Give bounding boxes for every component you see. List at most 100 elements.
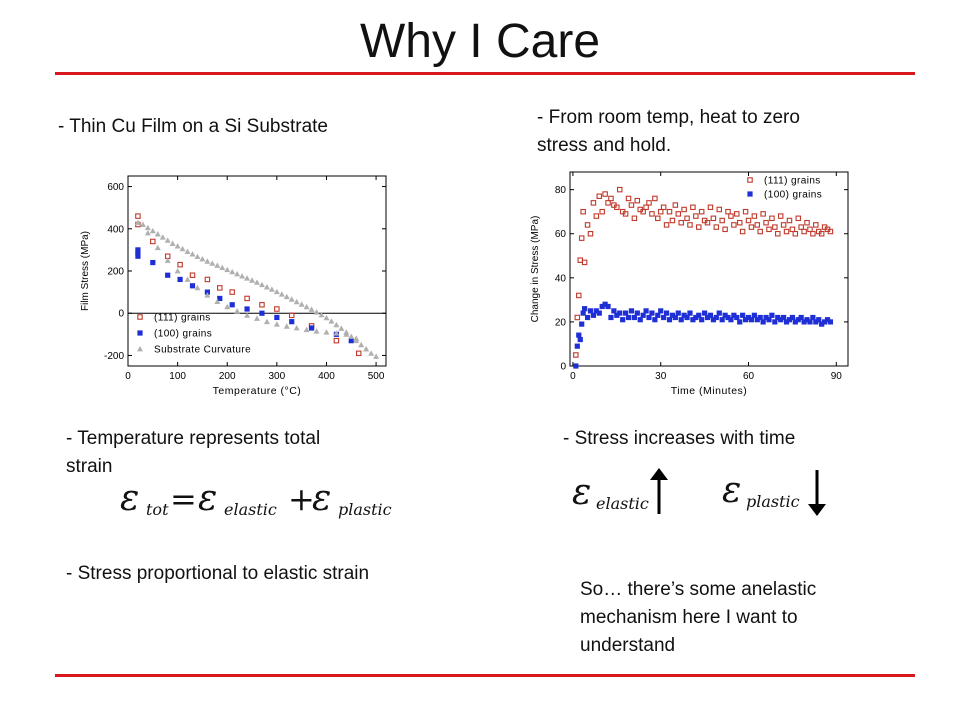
data-point — [737, 319, 743, 325]
data-point — [731, 312, 737, 318]
data-point — [778, 317, 784, 323]
data-point — [582, 306, 588, 312]
data-point — [343, 331, 350, 337]
conclusion-line2: mechanism here I want to — [580, 607, 798, 628]
data-point — [204, 258, 211, 264]
data-point — [681, 206, 687, 213]
legend-label: (111) grains — [154, 313, 211, 324]
data-point — [792, 230, 799, 237]
x-tick-label: 300 — [269, 371, 286, 382]
y-axis-label: Film Stress (MPa) — [80, 231, 91, 311]
data-point — [139, 221, 146, 227]
legend-marker — [137, 314, 143, 320]
sub-elastic: elastic — [224, 500, 277, 519]
data-point — [690, 317, 696, 323]
data-point — [573, 352, 579, 358]
data-point — [165, 272, 171, 278]
bullet-temp-line1: - Temperature represents total — [66, 428, 321, 449]
data-point — [224, 303, 231, 310]
data-point — [672, 202, 679, 208]
data-point — [273, 288, 280, 295]
data-point — [605, 303, 611, 310]
data-point — [328, 318, 335, 324]
data-point — [274, 306, 280, 312]
data-point — [224, 266, 231, 273]
data-point — [174, 243, 181, 249]
data-point — [719, 217, 725, 224]
data-point — [807, 226, 813, 233]
data-point — [214, 298, 221, 305]
data-point — [777, 213, 784, 219]
data-point — [751, 213, 758, 219]
eps-tot-symbol: ε — [120, 478, 140, 519]
data-point — [748, 317, 755, 323]
data-point — [578, 235, 585, 241]
y-tick-label: 80 — [555, 185, 567, 196]
data-point — [628, 308, 635, 314]
data-point — [775, 230, 781, 237]
data-point — [150, 238, 156, 245]
data-point — [810, 230, 816, 237]
data-point — [576, 332, 582, 338]
data-point — [308, 306, 315, 312]
data-point — [722, 226, 728, 233]
data-point — [716, 206, 722, 213]
data-point — [587, 230, 594, 237]
data-point — [135, 250, 141, 256]
y-tick-label: 40 — [555, 273, 567, 284]
data-point — [259, 302, 265, 308]
x-tick-label: 100 — [169, 371, 186, 382]
data-point — [617, 310, 623, 316]
data-point — [150, 259, 156, 266]
data-point — [702, 310, 708, 316]
data-point — [640, 312, 646, 318]
bullet-temp-line2: strain — [66, 456, 113, 477]
data-point — [740, 312, 746, 318]
data-point — [318, 311, 325, 318]
data-point — [177, 261, 183, 268]
data-point — [590, 200, 597, 206]
data-point — [283, 323, 290, 329]
data-point — [293, 325, 300, 331]
data-point — [690, 204, 696, 211]
data-point — [249, 277, 256, 283]
data-point — [580, 208, 586, 215]
data-point — [742, 208, 749, 215]
data-point — [643, 308, 649, 314]
data-point — [824, 317, 831, 323]
data-point — [646, 314, 652, 321]
data-point — [652, 195, 658, 202]
legend-marker — [137, 330, 143, 336]
data-point — [177, 276, 183, 283]
x-axis-label: Temperature (°C) — [213, 385, 302, 397]
data-point — [710, 317, 716, 323]
conclusion-line1: So… there’s some anelastic — [580, 579, 817, 600]
data-point — [827, 228, 834, 235]
data-point — [725, 208, 731, 215]
data-point — [580, 310, 586, 316]
legend-label: Substrate Curvature — [154, 345, 251, 356]
data-point — [199, 255, 206, 262]
data-point — [669, 217, 676, 224]
conclusion-line3: understand — [580, 635, 676, 656]
legend-label: (111) grains — [764, 176, 821, 187]
conclusion-text: So… there’s some anelastic mechanism her… — [580, 576, 816, 660]
data-point — [574, 314, 581, 321]
data-point — [766, 226, 772, 233]
data-point — [795, 317, 801, 323]
data-point — [704, 219, 711, 226]
data-point — [179, 245, 186, 252]
x-tick-label: 90 — [831, 371, 843, 382]
data-point — [681, 312, 687, 318]
data-point — [623, 310, 629, 316]
data-point — [643, 204, 649, 211]
y-tick-label: 0 — [118, 309, 124, 320]
x-tick-label: 0 — [125, 371, 131, 382]
data-point — [214, 262, 221, 268]
bullet-thin-cu-film: - Thin Cu Film on a Si Substrate — [58, 116, 328, 137]
data-point — [596, 193, 603, 199]
data-point — [229, 289, 235, 295]
data-point — [672, 314, 678, 321]
data-point — [593, 308, 599, 314]
data-point — [696, 224, 702, 230]
